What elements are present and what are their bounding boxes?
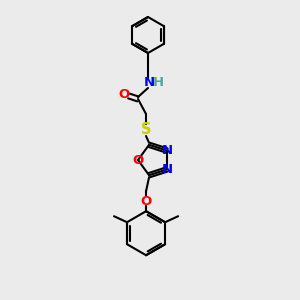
Text: S: S xyxy=(141,122,151,137)
Text: O: O xyxy=(132,154,144,166)
Text: N: N xyxy=(161,144,172,157)
Text: O: O xyxy=(118,88,130,101)
Text: O: O xyxy=(140,195,152,208)
Text: N: N xyxy=(143,76,155,89)
Text: N: N xyxy=(161,163,172,176)
Text: H: H xyxy=(152,76,164,89)
